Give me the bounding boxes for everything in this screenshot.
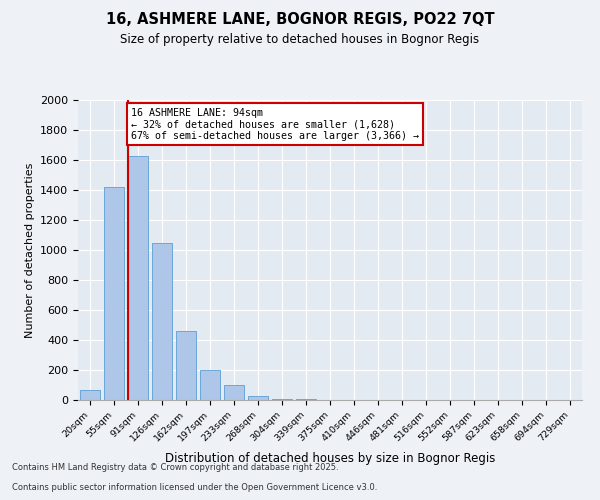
Y-axis label: Number of detached properties: Number of detached properties — [25, 162, 35, 338]
Bar — [128, 156, 148, 400]
Bar — [200, 370, 220, 400]
Text: 16, ASHMERE LANE, BOGNOR REGIS, PO22 7QT: 16, ASHMERE LANE, BOGNOR REGIS, PO22 7QT — [106, 12, 494, 28]
Bar — [152, 242, 172, 400]
Text: 16 ASHMERE LANE: 94sqm
← 32% of detached houses are smaller (1,628)
67% of semi-: 16 ASHMERE LANE: 94sqm ← 32% of detached… — [131, 108, 419, 140]
Bar — [176, 331, 196, 400]
Bar — [296, 399, 316, 400]
Text: Contains HM Land Registry data © Crown copyright and database right 2025.: Contains HM Land Registry data © Crown c… — [12, 464, 338, 472]
Text: Contains public sector information licensed under the Open Government Licence v3: Contains public sector information licen… — [12, 484, 377, 492]
Bar — [80, 390, 100, 400]
Bar — [272, 398, 292, 400]
Text: Size of property relative to detached houses in Bognor Regis: Size of property relative to detached ho… — [121, 32, 479, 46]
Bar — [248, 396, 268, 400]
X-axis label: Distribution of detached houses by size in Bognor Regis: Distribution of detached houses by size … — [165, 452, 495, 464]
Bar — [104, 187, 124, 400]
Bar — [224, 385, 244, 400]
